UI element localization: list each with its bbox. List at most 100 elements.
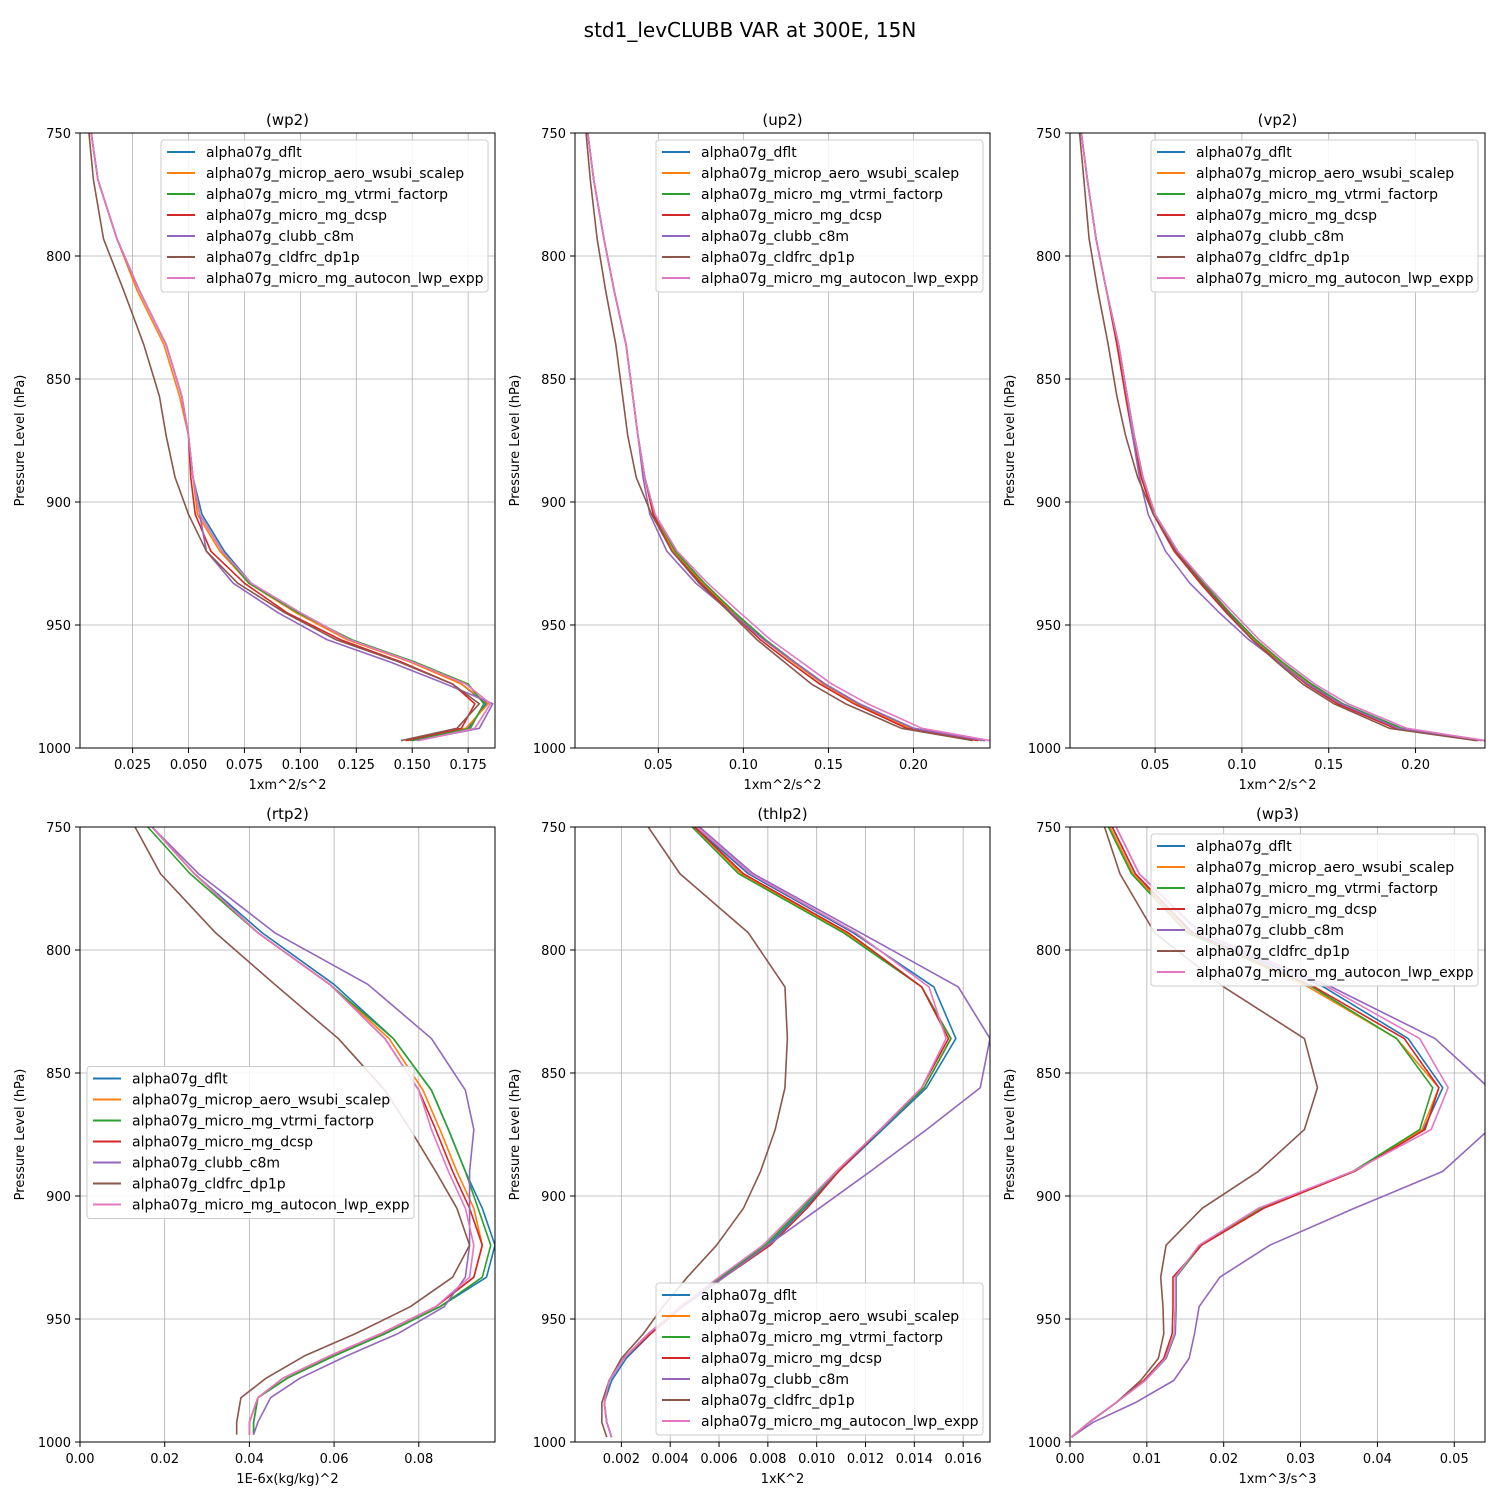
y-tick-label: 750 (46, 127, 71, 142)
legend-label-alpha07g_micro_mg_autocon_lwp_expp: alpha07g_micro_mg_autocon_lwp_expp (206, 271, 484, 287)
legend-label-alpha07g_micro_mg_dcsp: alpha07g_micro_mg_dcsp (1196, 208, 1377, 224)
legend-label-alpha07g_micro_mg_dcsp: alpha07g_micro_mg_dcsp (701, 208, 882, 224)
x-tick-label: 0.20 (899, 758, 928, 773)
axes-frame (574, 826, 991, 1443)
x-tick-label: 0.06 (320, 1452, 349, 1467)
x-tick-label: 0.03 (1286, 1452, 1315, 1467)
legend-label-alpha07g_micro_mg_autocon_lwp_expp: alpha07g_micro_mg_autocon_lwp_expp (701, 271, 979, 287)
legend: alpha07g_dflt alpha07g_microp_aero_wsubi_… (1150, 833, 1479, 987)
legend-label-alpha07g_micro_mg_autocon_lwp_expp: alpha07g_micro_mg_autocon_lwp_expp (1196, 271, 1474, 287)
x-tick-label: 0.05 (644, 758, 673, 773)
y-tick-label: 750 (1036, 821, 1061, 836)
legend-label-alpha07g_micro_mg_vtrmi_factorp: alpha07g_micro_mg_vtrmi_factorp (132, 1114, 374, 1130)
series-lines (1078, 133, 1485, 742)
legend: alpha07g_dflt alpha07g_microp_aero_wsubi_… (86, 1066, 415, 1219)
legend-label-alpha07g_micro_mg_vtrmi_factorp: alpha07g_micro_mg_vtrmi_factorp (206, 187, 448, 203)
series-line-alpha07g_micro_mg_autocon_lwp_expp (586, 133, 990, 742)
panel-1: 0.025 0.050 0.075 0.100 0.125 0.150 0.175 750 80… (13, 111, 496, 793)
y-tick-label: 1000 (38, 742, 71, 757)
x-tick-label: 0.02 (150, 1452, 179, 1467)
x-tick-label: 0.10 (729, 758, 758, 773)
legend: alpha07g_dflt alpha07g_microp_aero_wsubi_… (1150, 139, 1479, 293)
panels: 0.025 0.050 0.075 0.100 0.125 0.150 0.175 750 80… (13, 111, 1486, 1487)
legend-label-alpha07g_cldfrc_dp1p: alpha07g_cldfrc_dp1p (1196, 250, 1350, 266)
legend-box (655, 1282, 984, 1436)
legend-box (655, 139, 984, 293)
legend-label-alpha07g_microp_aero_wsubi_scalep: alpha07g_microp_aero_wsubi_scalep (132, 1093, 390, 1109)
panel-4: 0.00 0.02 0.04 0.06 0.08 750 800 850 900 950 1000 (… (13, 805, 496, 1487)
legend-label-alpha07g_dflt: alpha07g_dflt (701, 145, 797, 161)
y-tick-label: 750 (541, 127, 566, 142)
y-tick-label: 900 (46, 496, 71, 511)
series-line-alpha07g_cldfrc_dp1p (88, 133, 481, 742)
legend-label-alpha07g_microp_aero_wsubi_scalep: alpha07g_microp_aero_wsubi_scalep (1196, 860, 1454, 876)
panel-3: 0.05 0.10 0.15 0.20 750 800 850 900 950 1000 (vp2)… (1003, 111, 1486, 793)
x-tick-label: 0.050 (170, 758, 207, 773)
y-tick-label: 1000 (1028, 1436, 1061, 1451)
y-tick-label: 950 (46, 1313, 71, 1328)
x-tick-label: 0.016 (945, 1452, 982, 1467)
series-lines (134, 827, 495, 1435)
x-tick-label: 0.04 (1363, 1452, 1392, 1467)
y-axis-label: Pressure Level (hPa) (508, 375, 523, 507)
axes-frame (79, 826, 496, 1443)
x-tick-label: 0.10 (1227, 758, 1256, 773)
y-tick-label: 850 (541, 373, 566, 388)
y-tick-label: 1000 (1028, 742, 1061, 757)
x-axis-label: 1xK^2 (761, 1472, 805, 1487)
legend-label-alpha07g_dflt: alpha07g_dflt (206, 145, 302, 161)
series-lines (88, 133, 494, 742)
legend-label-alpha07g_micro_mg_vtrmi_factorp: alpha07g_micro_mg_vtrmi_factorp (1196, 881, 1438, 897)
y-tick-label: 850 (541, 1067, 566, 1082)
x-tick-label: 0.20 (1401, 758, 1430, 773)
x-axis-label: 1xm^2/s^2 (248, 778, 326, 793)
series-lines (585, 133, 990, 742)
legend-box (1150, 833, 1479, 987)
y-tick-label: 1000 (533, 1436, 566, 1451)
x-tick-label: 0.00 (66, 1452, 95, 1467)
x-tick-label: 0.006 (700, 1452, 737, 1467)
legend-label-alpha07g_microp_aero_wsubi_scalep: alpha07g_microp_aero_wsubi_scalep (701, 1309, 959, 1325)
x-tick-label: 0.02 (1209, 1452, 1238, 1467)
legend-label-alpha07g_dflt: alpha07g_dflt (1196, 145, 1292, 161)
panel-title: (thlp2) (757, 805, 807, 823)
y-tick-label: 850 (1036, 373, 1061, 388)
legend-label-alpha07g_micro_mg_vtrmi_factorp: alpha07g_micro_mg_vtrmi_factorp (1196, 187, 1438, 203)
y-tick-label: 800 (541, 944, 566, 959)
x-tick-label: 0.05 (1141, 758, 1170, 773)
legend-box (160, 139, 489, 293)
y-tick-label: 900 (541, 1190, 566, 1205)
y-tick-label: 1000 (38, 1436, 71, 1451)
panel-title: (wp2) (266, 111, 309, 129)
legend-box (86, 1066, 415, 1219)
x-tick-label: 0.08 (404, 1452, 433, 1467)
legend-label-alpha07g_micro_mg_dcsp: alpha07g_micro_mg_dcsp (1196, 902, 1377, 918)
x-tick-label: 0.05 (1440, 1452, 1469, 1467)
legend-label-alpha07g_microp_aero_wsubi_scalep: alpha07g_microp_aero_wsubi_scalep (1196, 166, 1454, 182)
x-tick-label: 0.012 (847, 1452, 884, 1467)
legend-label-alpha07g_clubb_c8m: alpha07g_clubb_c8m (132, 1156, 280, 1172)
x-tick-label: 0.002 (603, 1452, 640, 1467)
legend-label-alpha07g_micro_mg_dcsp: alpha07g_micro_mg_dcsp (206, 208, 387, 224)
y-axis-label: Pressure Level (hPa) (13, 1069, 28, 1201)
y-axis-label: Pressure Level (hPa) (1003, 375, 1018, 507)
y-tick-label: 800 (1036, 250, 1061, 265)
panel-title: (up2) (762, 111, 802, 129)
y-tick-label: 850 (46, 1067, 71, 1082)
x-tick-label: 0.010 (798, 1452, 835, 1467)
x-tick-label: 0.125 (338, 758, 375, 773)
legend-label-alpha07g_micro_mg_vtrmi_factorp: alpha07g_micro_mg_vtrmi_factorp (701, 1330, 943, 1346)
legend-box (1150, 139, 1479, 293)
legend-label-alpha07g_clubb_c8m: alpha07g_clubb_c8m (701, 1372, 849, 1388)
x-tick-label: 0.01 (1132, 1452, 1161, 1467)
legend-label-alpha07g_cldfrc_dp1p: alpha07g_cldfrc_dp1p (206, 250, 360, 266)
series-line-alpha07g_dflt (603, 827, 957, 1438)
y-axis-label: Pressure Level (hPa) (508, 1069, 523, 1201)
y-tick-label: 800 (1036, 944, 1061, 959)
panel-title: (vp2) (1258, 111, 1298, 129)
y-tick-label: 950 (46, 619, 71, 634)
legend-label-alpha07g_cldfrc_dp1p: alpha07g_cldfrc_dp1p (132, 1177, 286, 1193)
legend-label-alpha07g_micro_mg_autocon_lwp_expp: alpha07g_micro_mg_autocon_lwp_expp (132, 1198, 410, 1214)
x-axis-label: 1xm^2/s^2 (743, 778, 821, 793)
series-line-alpha07g_cldfrc_dp1p (134, 827, 471, 1435)
